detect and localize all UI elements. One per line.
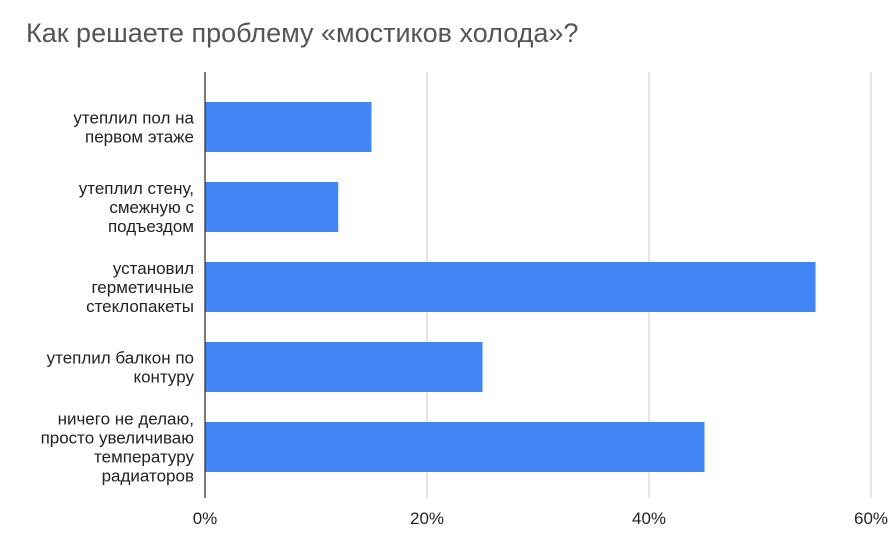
category-labels: утеплил пол на первом этаже утеплил стену,…: [41, 108, 195, 485]
bars: [205, 102, 816, 472]
category-label-4: ничего не делаю, просто увеличиваю темпера…: [41, 409, 195, 485]
bar-0: [205, 102, 372, 152]
x-tick-labels: 0% 20% 40% 60%: [193, 509, 888, 528]
category-label-2: установил герметичные стеклопакеты: [86, 259, 194, 316]
x-tick-label-60: 60%: [854, 509, 888, 528]
category-label-0: утеплил пол на первом этаже: [73, 108, 194, 146]
chart-title: Как решаете проблему «мостиков холода»?: [26, 18, 579, 48]
category-label-1: утеплил стену, смежную с подъездом: [79, 179, 195, 236]
bar-1: [205, 182, 339, 232]
bar-2: [205, 262, 816, 312]
x-tick-label-20: 20%: [410, 509, 444, 528]
bar-4: [205, 422, 705, 472]
x-tick-label-40: 40%: [632, 509, 666, 528]
bar-3: [205, 342, 483, 392]
category-label-3: утеплил балкон по контуру: [47, 348, 195, 386]
x-tick-label-0: 0%: [193, 509, 218, 528]
